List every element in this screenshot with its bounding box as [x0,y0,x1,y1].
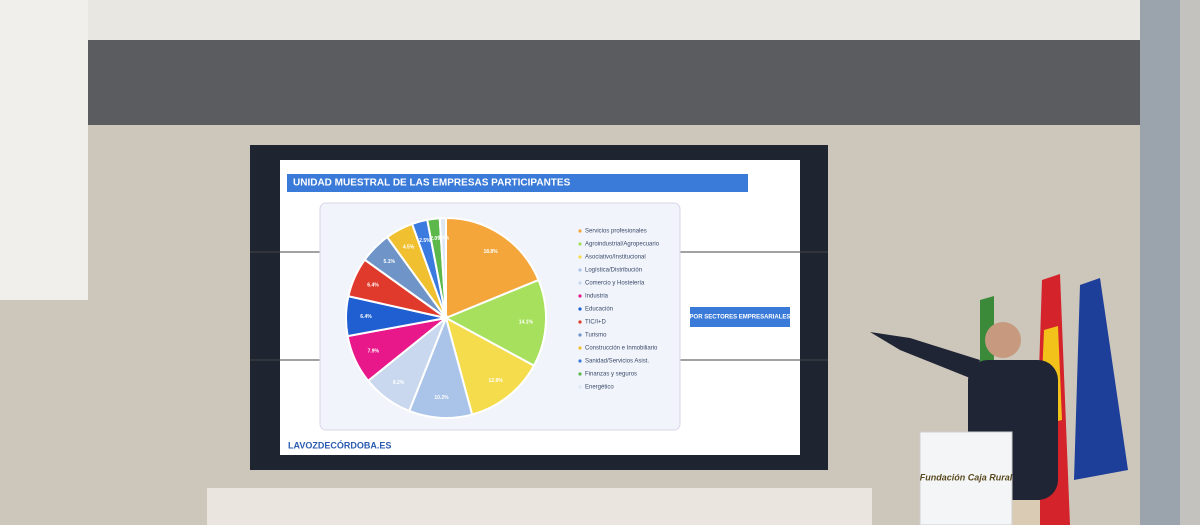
slice-label: 1.0% [438,235,450,241]
pie-slice [438,216,447,319]
legend-swatch [578,229,582,233]
slice-label: 10.2% [434,395,449,401]
legend-label: Industria [585,294,609,300]
slice-label: 2.0% [430,236,442,242]
slice-label: 18.8% [483,249,498,255]
legend-swatch [578,346,582,350]
legend-swatch [578,359,582,363]
slide-title: UNIDAD MUESTRAL DE LAS EMPRESAS PARTICIP… [293,178,571,189]
legend-swatch [578,372,582,376]
slice-label: 4.5% [403,245,415,251]
legend-label: Agroindustrial/Agropecuario [585,242,660,248]
slice-label: 7.9% [368,349,380,355]
slice-label: 2.5% [419,238,431,244]
legend-label: Comercio y Hostelería [585,281,645,287]
speaker-arm [870,332,980,380]
legend-label: Educación [585,307,613,313]
legend-label: Asociativo/Institucional [585,255,646,261]
legend-label: Finanzas y seguros [585,372,637,378]
title-bar [287,174,748,192]
legend-swatch [578,255,582,259]
pie-chart: 18.8% 14.1% 12.9% 10.2% 8.2% 7.9% 6.4% 6.4% 5.1%… [345,216,660,419]
slice-label: 6.4% [360,314,372,320]
pie-slice [445,216,540,320]
pillar-edge [1180,0,1200,525]
legend-label: Logística/Distribución [585,268,642,274]
slice-label: 5.1% [384,259,396,265]
legend-swatch [578,385,582,389]
legend-swatch [578,307,582,311]
slice-label: 6.4% [367,283,379,289]
legend-label: Energético [585,385,614,391]
legend-label: Turismo [585,333,607,339]
lectern-logo: Fundación Caja Rural [920,472,1013,482]
legend-swatch [578,242,582,246]
pie-slice [444,316,536,416]
subtitle: POR SECTORES EMPRESARIALES [690,315,791,321]
lectern [919,431,1013,525]
legend-swatch [578,294,582,298]
slice-label: 8.2% [393,380,405,386]
legend-swatch [578,268,582,272]
column [0,0,88,300]
slice-label: 12.9% [489,378,504,384]
ceiling [88,40,1143,125]
legend-swatch [578,320,582,324]
watermark: LAVOZDECÓRDOBA.ES [288,439,391,450]
ceiling-light [0,0,1200,42]
speaker-head [985,322,1021,358]
stage-table [207,488,872,525]
flag-eu [1074,278,1128,480]
legend-label: Sanidad/Servicios Asist. [585,359,649,365]
legend-swatch [578,281,582,285]
legend-label: Servicios profesionales [585,229,647,235]
subtitle-box [690,307,790,327]
legend-label: Construcción e Inmobiliario [585,346,658,352]
legend-swatch [578,333,582,337]
pie-slice [443,278,547,367]
slice-label: 14.1% [519,320,534,326]
pillar [1140,0,1180,525]
legend-label: TIC/I+D [585,320,607,326]
